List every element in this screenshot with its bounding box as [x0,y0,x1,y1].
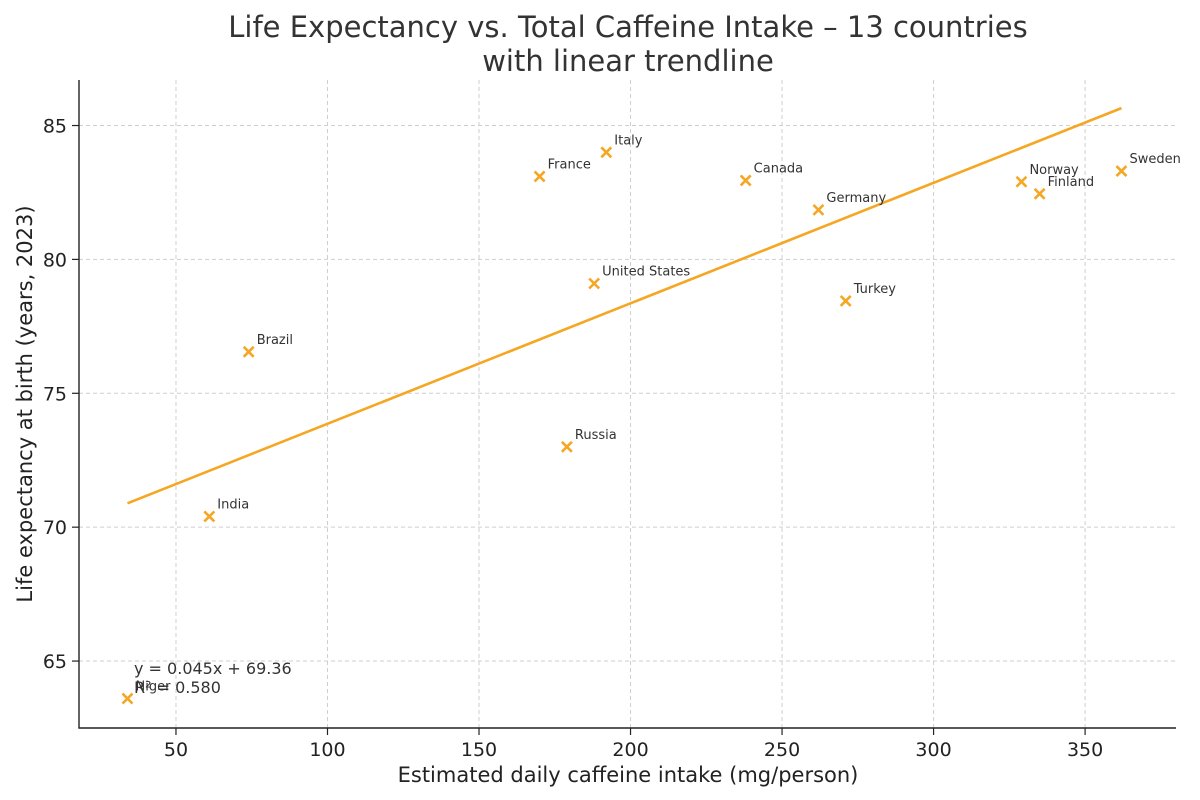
x-tick-label: 200 [612,739,648,761]
trend-equation: y = 0.045x + 69.36 [134,659,292,678]
x-tick-label: 300 [915,739,951,761]
x-tick-label: 50 [164,739,188,761]
x-marker [588,277,601,290]
point-label: Canada [754,161,803,176]
point-label: Turkey [853,282,897,297]
x-marker [839,294,852,307]
x-marker [242,345,255,358]
point-label: India [217,497,249,512]
data-point: Sweden [1115,152,1181,177]
x-marker [203,510,216,523]
point-label: Norway [1029,163,1079,178]
data-points: Niger India Brazil France Russia United State… [121,133,1181,705]
chart-title-line-2: with linear trendline [482,44,774,78]
y-axis-label: Life expectancy at birth (years, 2023) [13,205,37,602]
x-marker [812,203,825,216]
x-marker [560,440,573,453]
data-point: Canada [739,161,803,187]
data-point: Brazil [242,333,293,358]
y-tick-label: 65 [43,651,67,673]
x-marker [533,170,546,183]
y-tick-label: 70 [43,517,67,539]
x-marker [600,146,613,159]
data-point: Germany [812,191,886,216]
point-label: Russia [575,428,617,443]
data-point: Finland [1033,175,1094,200]
trendline [127,106,1122,505]
point-label: France [548,157,591,172]
point-label: Italy [614,133,643,148]
x-marker [1015,175,1028,188]
data-point: India [203,497,249,523]
data-point: Russia [560,428,617,453]
x-axis-label: Estimated daily caffeine intake (mg/pers… [398,763,859,787]
x-tick-label: 350 [1067,739,1103,761]
chart-title-line-1: Life Expectancy vs. Total Caffeine Intak… [228,10,1027,44]
grid-lines [79,80,1176,728]
point-label: United States [602,265,690,280]
data-point: United States [588,265,690,290]
y-tick-label: 75 [43,383,67,405]
data-point: Niger [121,680,171,705]
point-label: Brazil [257,333,293,348]
x-tick-label: 100 [309,739,345,761]
r-squared: R² = 0.580 [134,678,221,697]
x-marker [121,692,134,705]
x-tick-label: 150 [461,739,497,761]
point-label: Finland [1048,175,1094,190]
x-marker [1115,165,1128,177]
y-tick-label: 80 [43,249,67,271]
data-point: France [533,157,591,183]
point-label: Sweden [1129,152,1180,167]
x-tick-label: 250 [764,739,800,761]
data-point: Turkey [839,282,897,307]
point-label: Germany [826,191,886,206]
axes [78,80,1176,729]
data-point: Italy [600,133,643,159]
trendline-layer [127,106,1122,505]
x-marker [1033,187,1046,200]
data-point: Norway [1015,163,1079,188]
x-marker [739,174,752,187]
axis-ticks: 50 100 150 200 250 300 350 65 70 75 80 85 [43,116,1103,761]
axis-lines [78,80,1176,729]
point-label: Niger [135,680,171,695]
y-tick-label: 85 [43,116,67,138]
